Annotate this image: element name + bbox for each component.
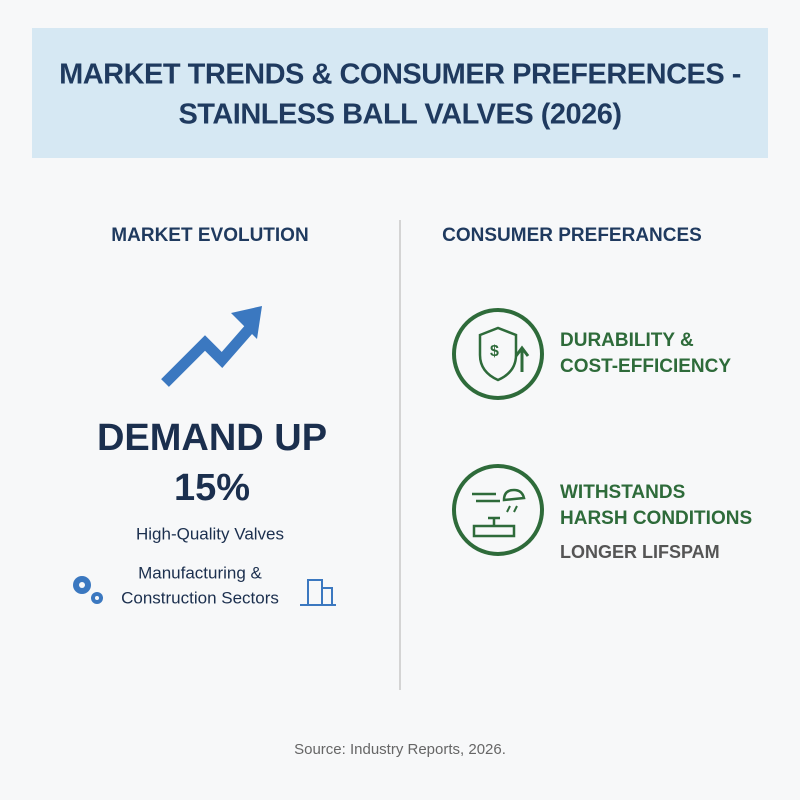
title-line: MARKET TRENDS & CONSUMER PREFERENCES -: [59, 59, 741, 91]
gears-icon: [73, 576, 103, 604]
figure: 15%: [174, 467, 250, 509]
svg-text:$: $: [490, 343, 499, 360]
weather-valve-icon: [452, 464, 544, 556]
section-heading: CONSUMER PREFERANCES: [442, 225, 702, 246]
title-line: STAINLESS BALL VALVES (2026): [178, 99, 621, 131]
sectors-line: Manufacturing &: [138, 563, 262, 582]
subject: High-Quality Valves: [136, 524, 284, 543]
preference-line: HARSH CONDITIONS: [560, 508, 752, 529]
building-icon: [300, 579, 336, 606]
section-heading: MARKET EVOLUTION: [111, 225, 308, 246]
preference-line: DURABILITY &: [560, 330, 694, 351]
preference-line: WITHSTANDS: [560, 482, 685, 503]
source: Source: Industry Reports, 2026.: [294, 741, 506, 758]
title-banner: [32, 28, 768, 158]
headline: DEMAND UP: [97, 417, 327, 459]
trend-arrow-icon: [161, 306, 262, 387]
preference-note: LONGER LIFSPAM: [560, 542, 720, 562]
sectors-line: Construction Sectors: [121, 588, 279, 607]
preference-line: COST-EFFICIENCY: [560, 356, 731, 377]
shield-dollar-icon: $: [452, 308, 544, 400]
